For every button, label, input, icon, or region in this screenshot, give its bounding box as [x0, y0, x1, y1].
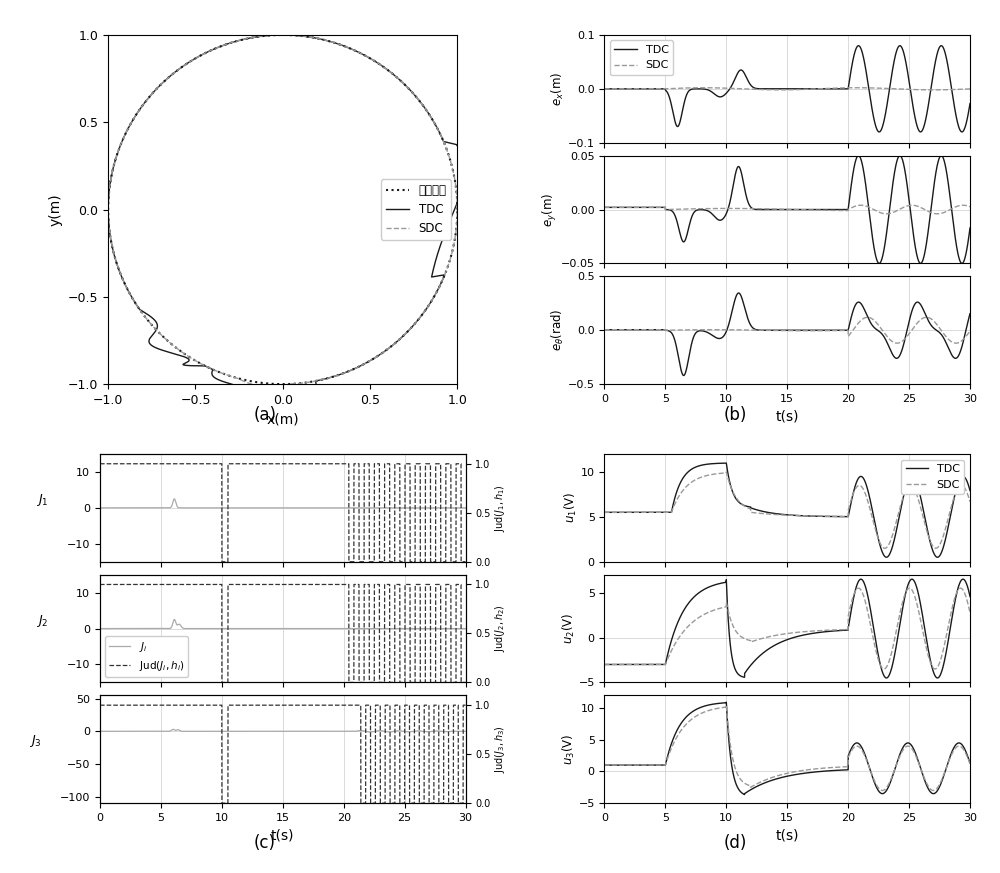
X-axis label: x(m): x(m) [266, 412, 299, 426]
Y-axis label: Jud$(J_2,h_2)$: Jud$(J_2,h_2)$ [493, 605, 507, 652]
Legend: 参考轨迹, TDC, SDC: 参考轨迹, TDC, SDC [381, 179, 451, 240]
Legend: $J_i$, Jud$(J_i,h_i)$: $J_i$, Jud$(J_i,h_i)$ [105, 636, 188, 677]
X-axis label: t(s): t(s) [775, 409, 799, 423]
Y-axis label: y(m): y(m) [48, 193, 62, 226]
参考轨迹 [451, 213, 463, 223]
SDC [451, 204, 463, 215]
SDC [451, 204, 463, 215]
参考轨迹 [277, 30, 289, 40]
参考轨迹 [111, 148, 123, 159]
TDC [451, 197, 463, 208]
Y-axis label: $u_3$(V): $u_3$(V) [561, 733, 577, 765]
Text: (b): (b) [723, 406, 747, 424]
Y-axis label: $e_x$(m): $e_x$(m) [550, 72, 566, 106]
TDC [448, 206, 460, 217]
参考轨迹 [290, 31, 302, 41]
SDC [296, 31, 308, 41]
参考轨迹 [277, 379, 289, 389]
TDC [271, 392, 283, 402]
SDC [285, 30, 297, 40]
Y-axis label: Jud$(J_1,h_1)$: Jud$(J_1,h_1)$ [493, 484, 507, 532]
TDC [290, 31, 302, 41]
Y-axis label: Jud$(J_3,h_3)$: Jud$(J_3,h_3)$ [493, 725, 507, 773]
SDC [152, 82, 164, 93]
参考轨迹 [152, 82, 164, 93]
Y-axis label: $u_2$(V): $u_2$(V) [561, 613, 577, 644]
参考轨迹 [451, 204, 463, 215]
SDC [290, 31, 302, 41]
Legend: TDC, SDC: TDC, SDC [610, 40, 673, 75]
Y-axis label: $e_y$(m): $e_y$(m) [541, 192, 559, 227]
Text: (c): (c) [254, 834, 276, 852]
SDC [277, 30, 289, 40]
Line: SDC: SDC [108, 35, 457, 387]
Y-axis label: $u_1$(V): $u_1$(V) [563, 492, 579, 524]
TDC [152, 82, 164, 93]
SDC [111, 148, 123, 159]
SDC [451, 213, 463, 223]
Line: TDC: TDC [108, 35, 466, 397]
X-axis label: t(s): t(s) [775, 828, 799, 842]
Text: (d): (d) [723, 834, 747, 852]
TDC [285, 30, 297, 40]
Text: (a): (a) [254, 406, 276, 424]
TDC [111, 148, 123, 159]
TDC [277, 30, 289, 40]
Y-axis label: $e_\theta$(rad): $e_\theta$(rad) [550, 309, 566, 351]
Y-axis label: $J_3$: $J_3$ [29, 733, 41, 749]
Y-axis label: $J_2$: $J_2$ [36, 613, 48, 629]
参考轨迹 [296, 31, 308, 41]
X-axis label: t(s): t(s) [271, 828, 295, 842]
Legend: TDC, SDC: TDC, SDC [901, 459, 964, 494]
Y-axis label: $J_1$: $J_1$ [36, 491, 48, 508]
参考轨迹 [285, 30, 297, 40]
TDC [451, 197, 463, 208]
参考轨迹 [451, 204, 463, 215]
Line: 参考轨迹: 参考轨迹 [108, 35, 457, 384]
SDC [264, 382, 276, 392]
TDC [296, 31, 308, 41]
